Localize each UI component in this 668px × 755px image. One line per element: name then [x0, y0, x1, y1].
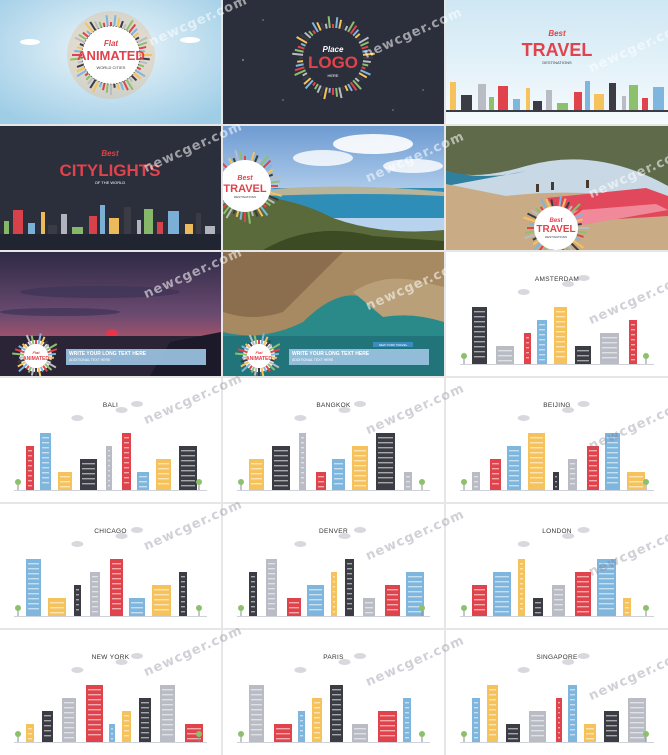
tile-sunset[interactable]: Flat ANIMATED WRITE YOUR LONG TEXT HERE …: [0, 252, 221, 376]
cliffs-bar-sub: ADDITIONAL TEXT HERE: [292, 358, 334, 362]
citylights-line3: OF THE WORLD: [95, 180, 126, 185]
sunset-badge2: ANIMATED: [23, 356, 49, 362]
beach-line2: TRAVEL: [536, 224, 575, 235]
city-title: CHICAGO: [94, 528, 127, 535]
travel-scene: Best TRAVEL DESTINATIONS: [446, 0, 668, 124]
coast-line2: TRAVEL: [223, 183, 266, 195]
intro-line3: WORLD CITIES: [97, 65, 126, 70]
city-skyline: [460, 275, 654, 365]
citylights-scene: Best CITYLIGHTS OF THE WORLD: [0, 126, 221, 250]
cliffs-badge1: Flat: [255, 350, 263, 355]
city-title: BEIJING: [543, 402, 571, 409]
tile-city-london[interactable]: LONDON: [446, 504, 668, 628]
citylights-line1: Best: [101, 149, 119, 158]
tile-city-beijing[interactable]: BEIJING: [446, 378, 668, 502]
city-skyline: [460, 527, 654, 617]
city-skyline: [14, 401, 207, 491]
logo-line1: Place: [323, 45, 344, 54]
citylights-line2: CITYLIGHTS: [59, 161, 160, 180]
logo-line2: LOGO: [308, 53, 358, 72]
logo-line3: HERE: [327, 73, 338, 78]
city-title: BANGKOK: [316, 402, 351, 409]
tile-city-denver[interactable]: DENVER: [223, 504, 444, 628]
tile-cliffs[interactable]: Flat ANIMATED NEW YORK TRAVEL WRITE YOUR…: [223, 252, 444, 376]
tile-citylights[interactable]: Best CITYLIGHTS OF THE WORLD: [0, 126, 221, 250]
sunset-bar-sub: ADDITIONAL TEXT HERE: [69, 358, 111, 362]
tile-city-bali[interactable]: BALI: [0, 378, 221, 502]
tile-city-singapore[interactable]: SINGAPORE: [446, 630, 668, 755]
sunset-lower-third: [66, 349, 206, 365]
city-skyline: [237, 527, 430, 617]
city-skyline: [460, 401, 654, 491]
cliffs-lower-third: [289, 349, 429, 365]
tile-logo[interactable]: Place LOGO HERE: [223, 0, 444, 124]
city-title: AMSTERDAM: [534, 276, 580, 283]
tile-photo-beach[interactable]: Best TRAVEL DESTINATIONS: [446, 126, 668, 250]
tile-city-amsterdam[interactable]: AMSTERDAM: [446, 252, 668, 376]
intro-line1: Flat: [104, 39, 119, 48]
logo-scene: Place LOGO HERE: [223, 0, 444, 124]
beach-line3: DESTINATIONS: [545, 235, 567, 239]
city-title: PARIS: [323, 654, 344, 661]
tile-city-chicago[interactable]: CHICAGO: [0, 504, 221, 628]
tile-photo-coast[interactable]: Best TRAVEL DESTINATIONS: [223, 126, 444, 250]
coast-scene: Best TRAVEL DESTINATIONS: [223, 126, 444, 250]
city-skyline: [460, 653, 654, 743]
city-title: LONDON: [542, 528, 572, 535]
tile-intro[interactable]: Flat ANIMATED WORLD CITIES: [0, 0, 221, 124]
city-skyline: [14, 527, 207, 617]
intro-scene: Flat ANIMATED WORLD CITIES: [0, 0, 221, 124]
coast-line3: DESTINATIONS: [234, 195, 256, 199]
sunset-bar-title: WRITE YOUR LONG TEXT HERE: [69, 351, 147, 357]
city-title: SINGAPORE: [536, 654, 578, 661]
cliffs-tag: NEW YORK TRAVEL: [379, 343, 408, 347]
beach-line1: Best: [549, 218, 563, 224]
tile-city-new-york[interactable]: NEW YORK: [0, 630, 221, 755]
travel-line3: DESTINATIONS: [542, 60, 572, 65]
city-title: BALI: [102, 402, 119, 409]
cliffs-bar-title: WRITE YOUR LONG TEXT HERE: [292, 351, 370, 357]
city-skyline: [237, 653, 430, 743]
tile-city-paris[interactable]: PARIS: [223, 630, 444, 755]
tile-travel[interactable]: Best TRAVEL DESTINATIONS: [446, 0, 668, 124]
city-skyline: [14, 653, 207, 743]
sunset-badge1: Flat: [32, 350, 40, 355]
city-title: NEW YORK: [91, 654, 130, 661]
intro-line2: ANIMATED: [77, 48, 145, 63]
travel-line2: TRAVEL: [522, 40, 593, 60]
beach-scene: Best TRAVEL DESTINATIONS: [446, 126, 668, 250]
travel-line1: Best: [548, 29, 566, 38]
cliffs-badge2: ANIMATED: [246, 356, 272, 362]
city-title: DENVER: [319, 528, 348, 535]
tile-city-bangkok[interactable]: BANGKOK: [223, 378, 444, 502]
coast-line1: Best: [237, 175, 253, 182]
city-skyline: [237, 401, 430, 491]
